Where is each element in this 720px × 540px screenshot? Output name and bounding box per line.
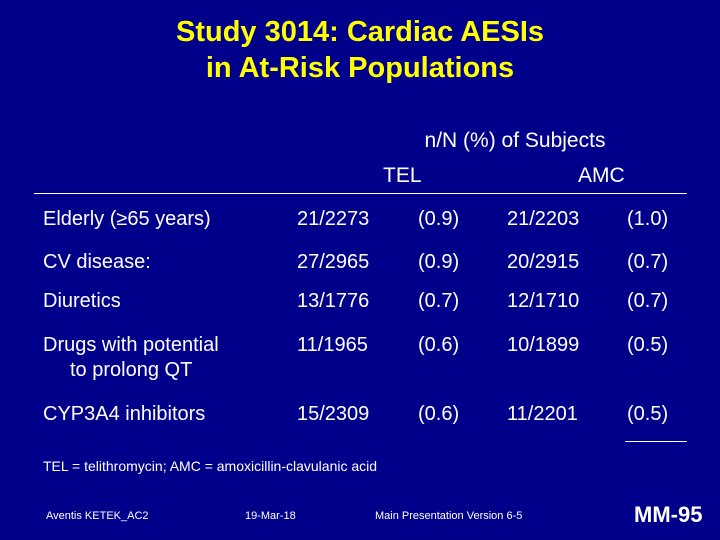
amc-percent: (0.7) [627, 290, 669, 312]
row-label: CV disease: [43, 251, 151, 273]
tel-count: 21/2273 [297, 208, 370, 230]
amc-count: 11/2201 [507, 403, 578, 425]
footer-version: Main Presentation Version 6-5 [375, 510, 523, 522]
tel-count: 11/1965 [297, 334, 368, 356]
amc-percent: (0.7) [627, 251, 669, 273]
amc-count: 12/1710 [507, 290, 580, 312]
table-top-rule [34, 193, 687, 194]
row-label: Elderly (≥65 years) [43, 208, 211, 230]
tel-percent: (0.9) [418, 251, 460, 273]
row-label: Diuretics [43, 290, 121, 312]
column-header-tel: TEL [383, 164, 422, 187]
row-label-line-2: to prolong QT [70, 359, 193, 381]
amc-count: 21/2203 [507, 208, 580, 230]
abbreviation-footnote: TEL = telithromycin; AMC = amoxicillin-c… [43, 458, 378, 474]
footer-date: 19-Mar-18 [245, 510, 296, 522]
tel-percent: (0.6) [418, 334, 460, 356]
column-group-caption: n/N (%) of Subjects [424, 129, 606, 152]
tel-count: 15/2309 [297, 403, 370, 425]
tel-percent: (0.9) [418, 208, 460, 230]
column-header-amc: AMC [578, 164, 625, 187]
slide-title-line-2: in At-Risk Populations [205, 52, 515, 84]
footer-company: Aventis KETEK_AC2 [46, 510, 149, 522]
row-label-line-1: Drugs with potential [43, 334, 219, 356]
row-label: CYP3A4 inhibitors [43, 403, 206, 425]
row-label: Drugs with potential to prolong QT [43, 333, 219, 383]
amc-count: 10/1899 [507, 334, 580, 356]
tel-percent: (0.7) [418, 290, 460, 312]
tel-percent: (0.6) [418, 403, 460, 425]
amc-percent: (0.5) [627, 334, 669, 356]
amc-percent: (0.5) [627, 403, 669, 425]
slide-title: Study 3014: Cardiac AESIs in At-Risk Pop… [0, 14, 720, 86]
slide-number: MM-95 [634, 502, 703, 527]
table-bottom-rule [625, 441, 687, 442]
tel-count: 27/2965 [297, 251, 370, 273]
amc-count: 20/2915 [507, 251, 580, 273]
slide-title-line-1: Study 3014: Cardiac AESIs [175, 16, 545, 48]
amc-percent: (1.0) [627, 208, 669, 230]
tel-count: 13/1776 [297, 290, 370, 312]
